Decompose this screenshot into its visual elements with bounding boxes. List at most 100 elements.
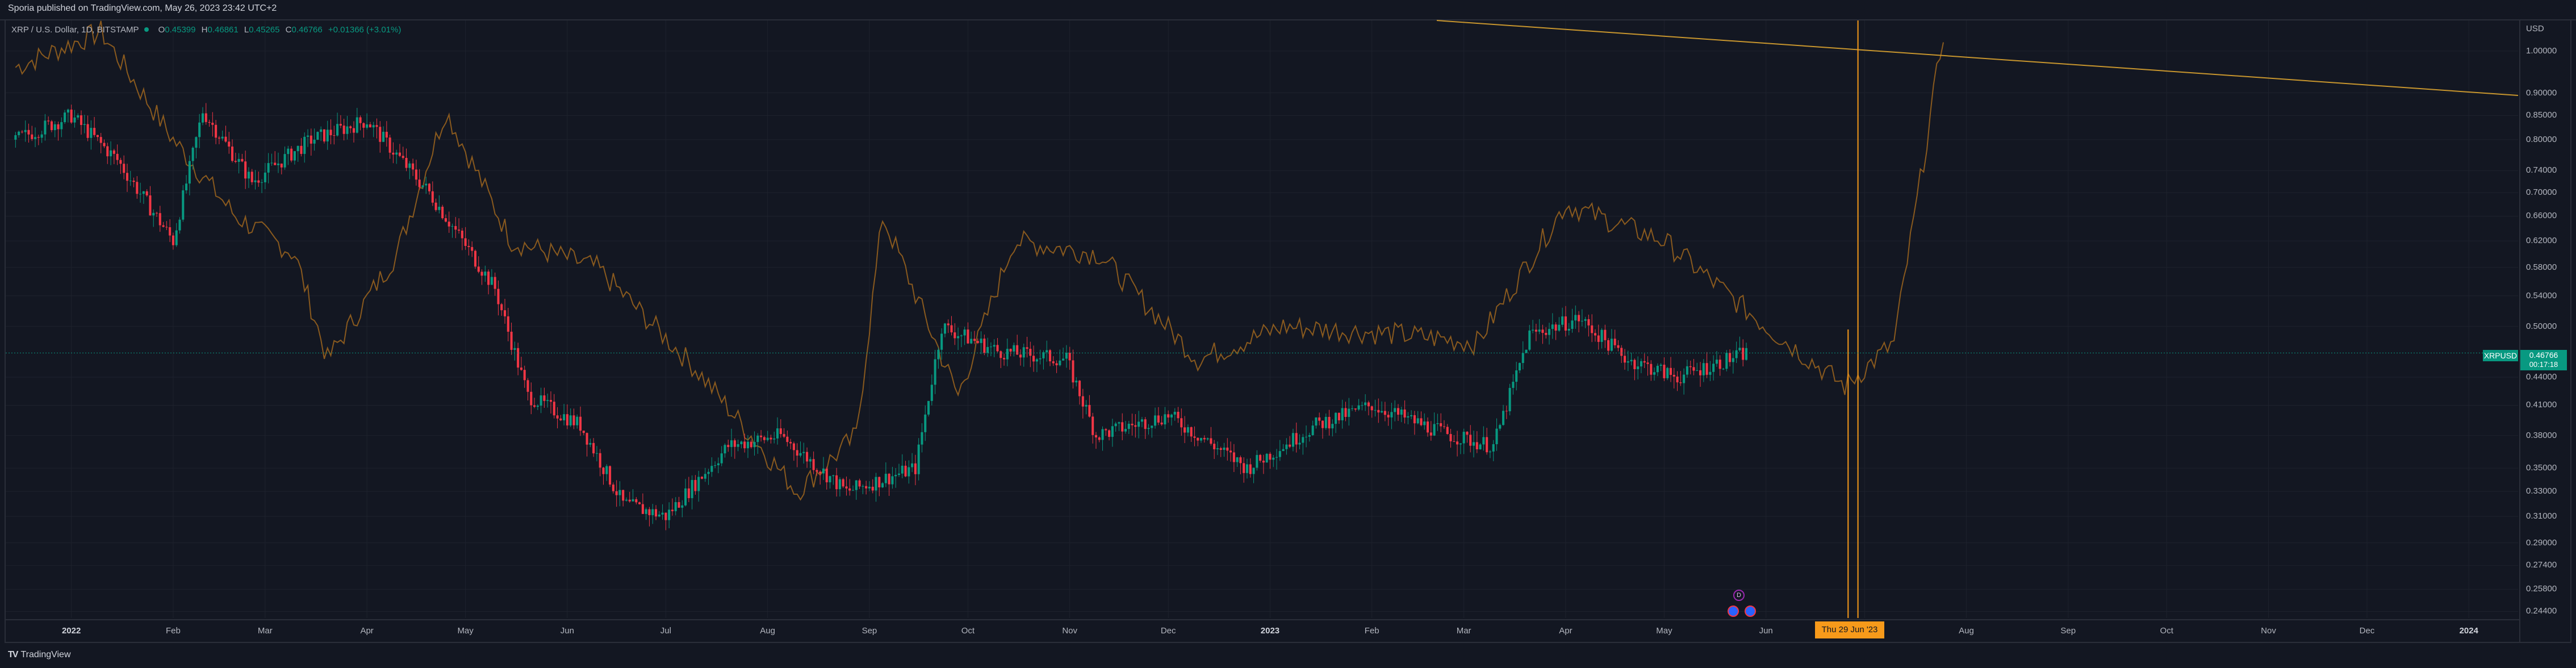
dividend-event-icon[interactable]: D [1733, 590, 1745, 601]
candle-body [1446, 427, 1449, 435]
candle-body [1692, 367, 1695, 371]
economic-event-flag-icon[interactable] [1745, 606, 1756, 617]
candle-body [674, 502, 677, 511]
candle-body [126, 173, 128, 181]
candle-body [1230, 450, 1232, 453]
candle-body [1551, 324, 1554, 329]
candle-body [195, 137, 198, 148]
candle-body [152, 212, 155, 216]
candle-body [812, 459, 815, 470]
candle-body [1213, 444, 1216, 449]
candle-body [609, 466, 612, 485]
candle-body [1370, 406, 1373, 411]
close-value: 0.46766 [291, 25, 323, 35]
candle-body [651, 509, 654, 515]
candle-body [241, 158, 244, 162]
candle-body [149, 195, 152, 216]
candle-body [1118, 422, 1120, 424]
candle-body [1046, 350, 1048, 353]
time-tick-label: Aug [1959, 626, 1974, 636]
candle-body [678, 502, 680, 508]
candle-body [878, 477, 881, 488]
candle-body [1147, 428, 1150, 429]
candle-body [1059, 360, 1061, 366]
price-tick-label: 0.58000 [2526, 262, 2557, 272]
price-tick-label: 0.24400 [2526, 606, 2557, 616]
candle-body [1374, 410, 1377, 411]
candle-body [1607, 340, 1610, 351]
candle-body [1594, 333, 1596, 336]
candle-body [415, 169, 417, 180]
candle-body [796, 450, 798, 456]
candle-body [1285, 444, 1288, 449]
candle-body [704, 474, 706, 479]
candle-body [221, 136, 224, 139]
price-axis-divider [2519, 19, 2520, 643]
candle-body [884, 474, 887, 483]
brand-name: TradingView [20, 650, 71, 659]
candle-body [90, 128, 93, 138]
candle-body [155, 212, 158, 214]
candle-body [438, 206, 441, 210]
candle-body [1203, 437, 1206, 440]
candle-body [110, 150, 112, 157]
candle-body [1173, 411, 1176, 415]
candle-body [270, 162, 273, 164]
candle-body [1427, 421, 1429, 433]
candle-body [694, 479, 697, 491]
candle-body [1394, 408, 1396, 412]
candle-body [1475, 442, 1478, 449]
candle-body [1617, 345, 1620, 348]
candle-body [60, 122, 63, 130]
candle-body [655, 509, 658, 517]
candle-body [1006, 349, 1009, 360]
candle-body [185, 183, 188, 191]
candle-body [1597, 335, 1600, 342]
candle-body [1308, 435, 1311, 437]
candle-body [1558, 324, 1561, 331]
candle-body [1278, 451, 1281, 457]
candle-body [369, 124, 371, 128]
candle-body [467, 245, 470, 247]
candle-body [280, 163, 283, 168]
candle-body [175, 230, 178, 245]
bar-countdown: 00:17:18 [2529, 360, 2558, 369]
candle-body [927, 400, 930, 415]
candle-body [40, 134, 43, 138]
candle-body [1210, 438, 1212, 444]
low-label: L [244, 25, 249, 35]
tradingview-logo[interactable]: TV TradingView [8, 650, 71, 660]
candle-body [418, 179, 421, 187]
candle-body [661, 512, 664, 515]
candle-body [773, 438, 776, 440]
candle-body [1620, 348, 1623, 356]
candle-body [684, 488, 687, 506]
candle-body [1689, 366, 1692, 368]
candle-body [1105, 429, 1107, 431]
economic-event-flag-icon[interactable] [1728, 606, 1739, 617]
candle-body [851, 490, 855, 491]
candle-body [490, 277, 493, 285]
candle-body [1377, 410, 1380, 413]
candle-body [760, 435, 763, 437]
chart-pane[interactable] [5, 19, 2571, 643]
candle-body [480, 272, 483, 276]
candle-body [897, 473, 901, 475]
candle-body [1623, 356, 1626, 363]
candle-body [802, 452, 805, 453]
candle-body [352, 128, 356, 133]
time-tick-label: Sep [862, 626, 877, 636]
candle-body [1331, 424, 1334, 429]
candle-body [1561, 316, 1564, 325]
publish-info: Sporia published on TradingView.com, May… [8, 3, 277, 13]
candle-body [362, 123, 365, 128]
candle-body [520, 368, 522, 370]
candle-body [441, 206, 444, 219]
candle-body [1626, 361, 1629, 363]
market-status-dot [144, 27, 149, 32]
symbol-title[interactable]: XRP / U.S. Dollar, 1D, BITSTAMP [11, 25, 139, 35]
symbol-price-tag: XRPUSD [2483, 350, 2518, 361]
candle-body [1735, 350, 1738, 358]
candle-body [333, 135, 336, 136]
